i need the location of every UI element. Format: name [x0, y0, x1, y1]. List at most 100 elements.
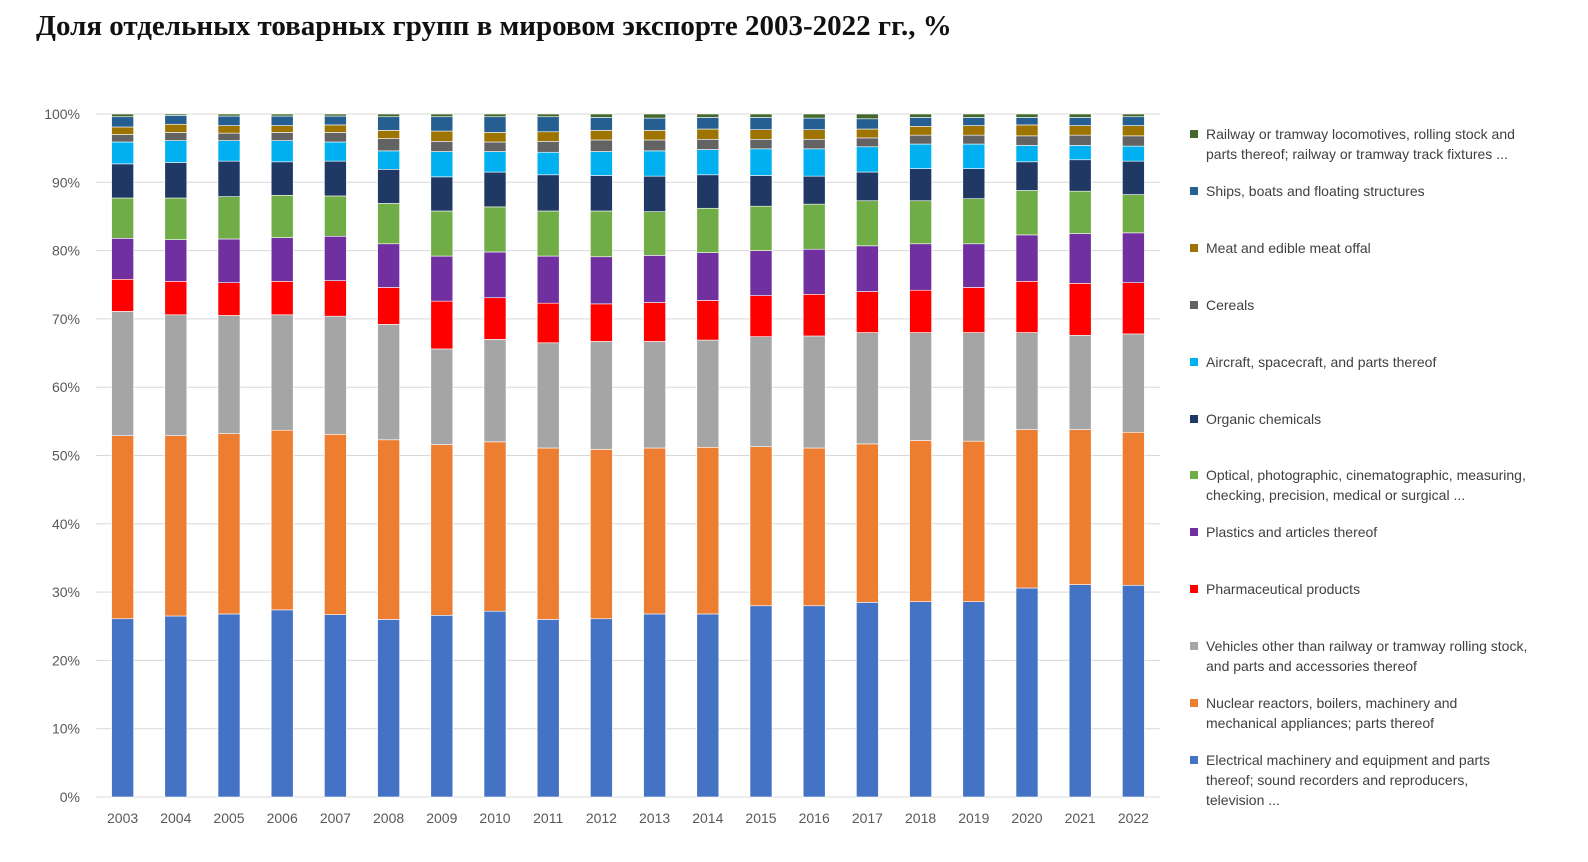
- bar-segment: [590, 449, 613, 620]
- bars: [111, 113, 1145, 798]
- bar-segment: [749, 295, 773, 337]
- bar-segment: [377, 169, 400, 204]
- bar-segment: [1068, 429, 1092, 585]
- bar-segment: [749, 446, 773, 607]
- bar-segment: [962, 143, 986, 169]
- bar-segment: [909, 332, 932, 441]
- bar-segment: [590, 113, 613, 118]
- bar-segment: [962, 117, 986, 126]
- bar-segment: [696, 252, 720, 301]
- bar-segment: [696, 138, 720, 150]
- x-tick-label: 2016: [799, 810, 830, 826]
- bar-segment: [856, 245, 879, 292]
- bar-segment: [856, 146, 879, 173]
- bar-segment: [856, 200, 879, 247]
- y-tick-label: 30%: [52, 584, 80, 600]
- bar-segment: [111, 238, 134, 280]
- bar-segment: [324, 141, 347, 162]
- bar-segment: [111, 311, 134, 437]
- bar-segment: [270, 314, 294, 431]
- bar-segment: [270, 125, 294, 133]
- bar-segment: [536, 210, 560, 257]
- bar-segment: [324, 315, 347, 435]
- bar-segment: [962, 125, 986, 136]
- bar-segment: [909, 134, 932, 145]
- bar-segment: [749, 148, 773, 176]
- bar-segment: [962, 134, 986, 145]
- bar-segment: [802, 335, 826, 449]
- bar-segment: [1068, 134, 1092, 146]
- bar-segment: [270, 194, 294, 238]
- bar-segment: [483, 141, 507, 152]
- legend-label: Pharmaceutical products: [1206, 581, 1361, 598]
- page-title: Доля отдельных товарных групп в мировом …: [36, 10, 952, 42]
- legend-label: Aircraft, spacecraft, and parts thereof: [1206, 353, 1437, 370]
- bar-segment: [1015, 135, 1039, 146]
- bar-segment: [377, 324, 400, 441]
- bar-segment: [536, 619, 560, 798]
- bar-segment: [324, 115, 347, 126]
- bar-segment: [483, 113, 507, 118]
- bar-segment: [1015, 145, 1039, 163]
- bar-segment: [643, 139, 666, 152]
- legend-label: Nuclear reactors, boilers, machinery and…: [1206, 695, 1458, 731]
- bar-segment: [749, 138, 773, 150]
- bar-segment: [909, 440, 932, 602]
- bar-segment: [749, 117, 773, 131]
- bar-segment: [643, 117, 666, 131]
- bar-segment: [1122, 125, 1145, 137]
- bar-segment: [909, 243, 932, 291]
- y-tick-label: 20%: [52, 652, 80, 668]
- bar-segment: [590, 256, 613, 305]
- legend-item: Electrical machinery and equipment and p…: [1190, 750, 1530, 810]
- bar-segment: [643, 130, 666, 141]
- legend-item: Aircraft, spacecraft, and parts thereof: [1190, 352, 1530, 372]
- legend-swatch: [1190, 130, 1198, 138]
- bar-segment: [1015, 190, 1039, 236]
- bar-segment: [270, 140, 294, 163]
- legend-label: Optical, photographic, cinematographic, …: [1206, 467, 1526, 504]
- bar-segment: [1015, 332, 1039, 430]
- legend-swatch: [1190, 186, 1198, 195]
- bar-segment: [643, 341, 666, 449]
- gridlines: [96, 113, 1160, 798]
- x-tick-label: 2013: [639, 810, 670, 826]
- bar-segment: [111, 113, 134, 118]
- bar-segment: [483, 171, 507, 208]
- bar-segment: [856, 443, 879, 603]
- legend-item: Vehicles other than railway or tramway r…: [1190, 636, 1530, 676]
- bar-segment: [377, 150, 400, 170]
- bar-segment: [1068, 125, 1092, 136]
- bar-segment: [696, 174, 720, 209]
- bar-segment: [590, 117, 613, 131]
- legend-swatch: [1190, 699, 1198, 707]
- bar-segment: [217, 282, 241, 316]
- bar-segment: [1122, 145, 1145, 162]
- legend-label: Cereals: [1206, 296, 1255, 313]
- bar-segment: [483, 151, 507, 173]
- bar-segment: [590, 139, 613, 152]
- bar-segment: [962, 168, 986, 199]
- legend-item: Pharmaceutical products: [1190, 579, 1530, 599]
- y-tick-label: 0%: [60, 789, 80, 805]
- bar-segment: [1122, 160, 1145, 195]
- bar-segment: [217, 160, 241, 197]
- bar-segment: [856, 128, 879, 139]
- bar-segment: [217, 238, 241, 284]
- bar-segment: [696, 613, 720, 798]
- bar-segment: [802, 248, 826, 295]
- bar-segment: [1068, 117, 1092, 126]
- legend-swatch: [1190, 300, 1198, 309]
- bar-segment: [962, 440, 986, 602]
- bar-segment: [802, 605, 826, 798]
- bar-segment: [164, 435, 188, 617]
- legend-item: Optical, photographic, cinematographic, …: [1190, 465, 1530, 505]
- bar-segment: [802, 148, 826, 177]
- bar-segment: [696, 339, 720, 448]
- bar-segment: [430, 210, 454, 257]
- bar-segment: [856, 137, 879, 148]
- bar-segment: [909, 113, 932, 118]
- bar-segment: [111, 141, 134, 165]
- bar-segment: [217, 613, 241, 798]
- bar-segment: [1122, 116, 1145, 126]
